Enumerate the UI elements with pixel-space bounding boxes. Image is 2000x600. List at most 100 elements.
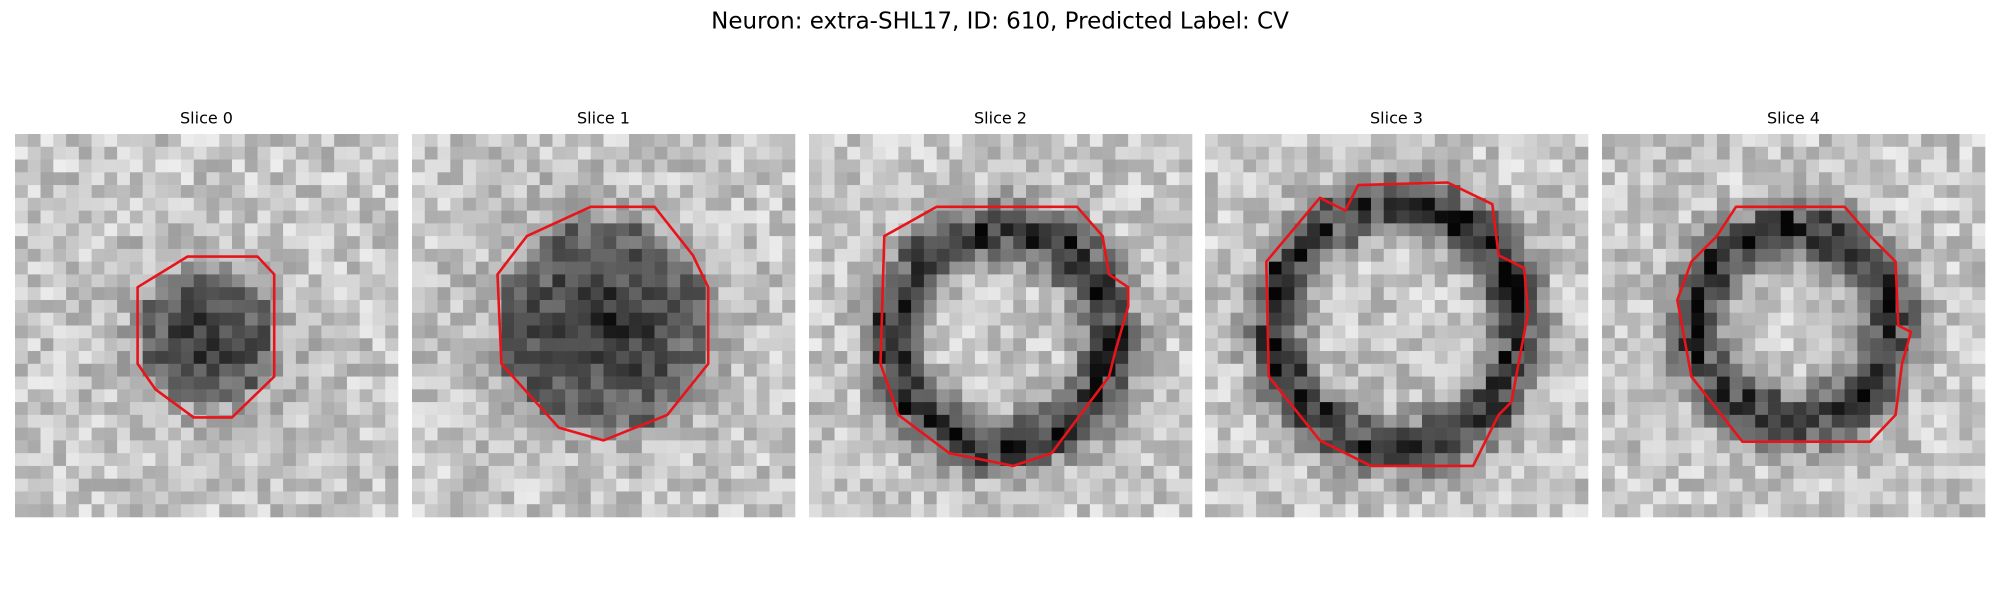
pixel <box>91 248 105 262</box>
pixel <box>1038 197 1052 211</box>
pixel <box>743 478 757 492</box>
pixel <box>308 338 322 352</box>
pixel <box>860 389 874 403</box>
pixel <box>743 440 757 454</box>
pixel <box>168 159 182 173</box>
pixel <box>1256 172 1270 186</box>
pixel <box>1205 172 1219 186</box>
pixel <box>1294 504 1308 518</box>
pixel <box>257 172 271 186</box>
pixel <box>603 185 617 199</box>
pixel <box>834 299 848 314</box>
pixel <box>257 376 271 390</box>
pixel <box>692 210 706 224</box>
pixel <box>193 172 207 186</box>
pixel <box>257 325 271 339</box>
pixel <box>1013 338 1027 352</box>
pixel <box>834 210 848 224</box>
pixel <box>244 402 258 416</box>
pixel <box>1447 351 1461 365</box>
pixel <box>1179 210 1193 224</box>
pixel <box>295 287 309 301</box>
pixel <box>847 389 861 403</box>
pixel <box>1345 159 1359 173</box>
pixel <box>1627 478 1641 492</box>
pixel <box>1307 146 1321 160</box>
pixel <box>641 465 655 479</box>
pixel <box>463 248 477 262</box>
pixel <box>1742 223 1756 237</box>
pixel <box>1921 159 1935 173</box>
pixel <box>1473 261 1487 275</box>
pixel <box>1345 172 1359 186</box>
pixel <box>501 185 515 199</box>
pixel <box>257 134 271 148</box>
pixel <box>911 402 925 416</box>
pixel <box>1729 159 1743 173</box>
pixel <box>40 134 54 148</box>
pixel <box>1870 197 1884 211</box>
pixel <box>78 376 92 390</box>
pixel <box>257 402 271 416</box>
pixel <box>359 440 373 454</box>
pixel <box>270 389 284 403</box>
pixel <box>168 287 182 301</box>
pixel <box>1524 172 1538 186</box>
pixel <box>1972 465 1986 479</box>
pixel <box>1857 210 1871 224</box>
pixel <box>412 427 426 441</box>
pixel <box>1870 210 1884 224</box>
pixel <box>463 325 477 339</box>
pixel <box>295 389 309 403</box>
pixel <box>1498 389 1512 403</box>
pixel <box>1064 363 1078 377</box>
pixel <box>1485 491 1499 505</box>
pixel <box>705 261 719 275</box>
pixel <box>1806 248 1820 262</box>
pixel <box>1959 223 1973 237</box>
pixel <box>769 338 783 352</box>
pixel <box>987 236 1001 250</box>
pixel <box>193 363 207 377</box>
pixel <box>40 376 54 390</box>
pixel <box>1627 389 1641 403</box>
pixel <box>283 338 297 352</box>
pixel <box>1281 210 1295 224</box>
pixel <box>667 287 681 301</box>
pixel <box>1882 197 1896 211</box>
pixel <box>1294 248 1308 262</box>
pixel <box>1793 185 1807 199</box>
pixel <box>1013 146 1027 160</box>
pixel <box>1026 402 1040 416</box>
pixel <box>1485 134 1499 148</box>
pixel <box>1396 338 1410 352</box>
pixel <box>155 197 169 211</box>
pixel <box>1844 197 1858 211</box>
pixel <box>1793 287 1807 301</box>
pixel <box>1767 172 1782 186</box>
pixel <box>437 504 451 518</box>
pixel <box>1870 402 1884 416</box>
pixel <box>1716 453 1730 467</box>
pixel <box>1140 440 1154 454</box>
pixel <box>308 159 322 173</box>
pixel <box>1128 185 1142 199</box>
pixel <box>1179 172 1193 186</box>
pixel <box>1933 325 1947 339</box>
pixel <box>743 491 757 505</box>
pixel <box>437 248 451 262</box>
pixel <box>1614 504 1628 518</box>
pixel <box>1089 478 1103 492</box>
pixel <box>1755 376 1769 390</box>
pixel <box>412 338 426 352</box>
pixel <box>66 248 80 262</box>
pixel <box>1332 414 1346 428</box>
pixel <box>1755 491 1769 505</box>
pixel <box>1089 427 1103 441</box>
pixel <box>385 134 399 148</box>
pixel <box>78 427 92 441</box>
pixel <box>1396 261 1410 275</box>
pixel <box>898 478 912 492</box>
pixel <box>705 389 719 403</box>
pixel <box>1358 478 1372 492</box>
